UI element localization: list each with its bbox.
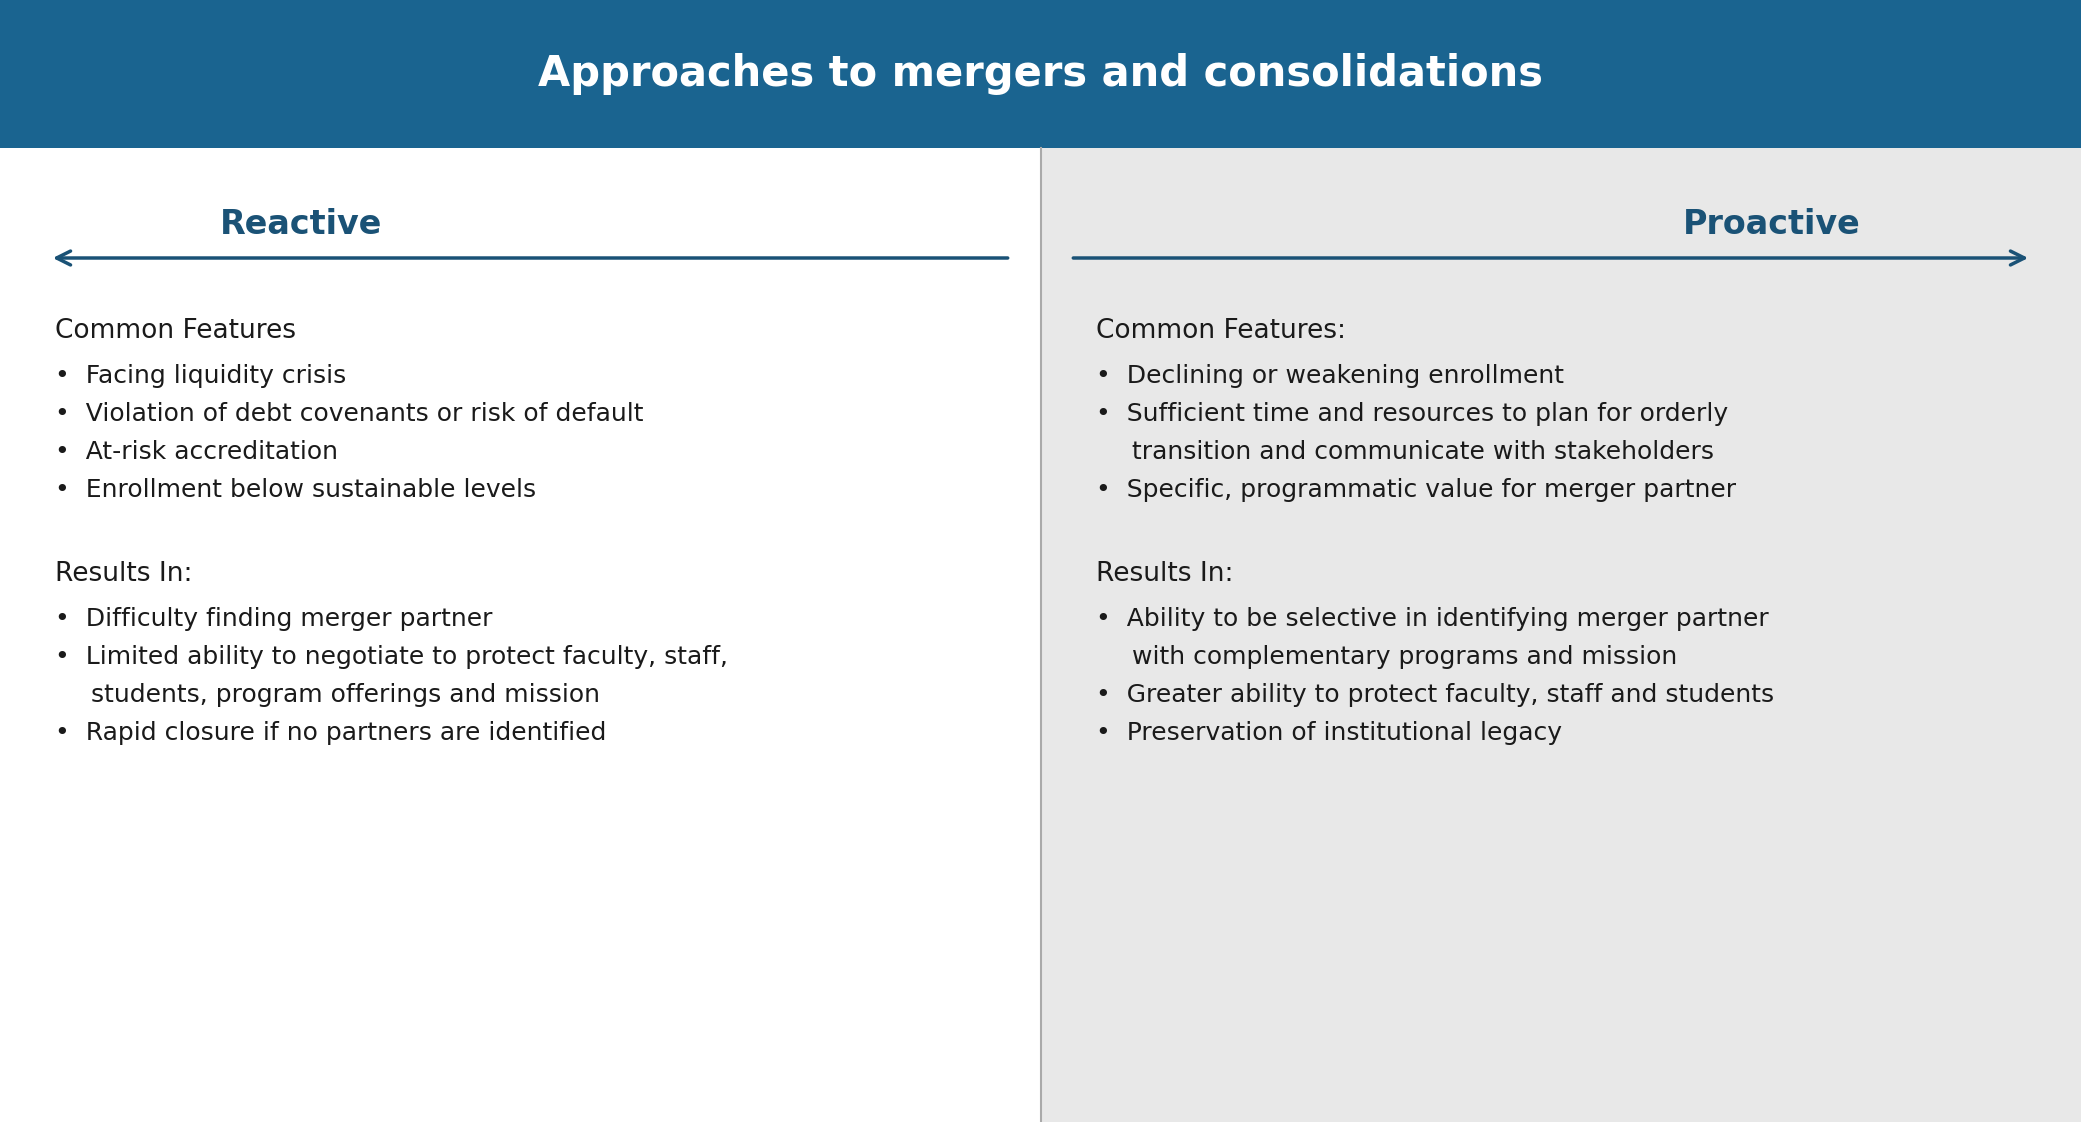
Text: •  Specific, programmatic value for merger partner: • Specific, programmatic value for merge…	[1095, 478, 1736, 502]
Text: •  Sufficient time and resources to plan for orderly: • Sufficient time and resources to plan …	[1095, 402, 1727, 426]
Text: •  Preservation of institutional legacy: • Preservation of institutional legacy	[1095, 721, 1561, 745]
Text: •  Difficulty finding merger partner: • Difficulty finding merger partner	[54, 607, 493, 631]
Text: transition and communicate with stakeholders: transition and communicate with stakehol…	[1132, 440, 1713, 465]
Text: Approaches to mergers and consolidations: Approaches to mergers and consolidations	[539, 53, 1542, 95]
Text: •  At-risk accreditation: • At-risk accreditation	[54, 440, 337, 465]
Text: Reactive: Reactive	[221, 208, 383, 241]
Text: with complementary programs and mission: with complementary programs and mission	[1132, 645, 1677, 669]
Text: •  Violation of debt covenants or risk of default: • Violation of debt covenants or risk of…	[54, 402, 643, 426]
Text: •  Enrollment below sustainable levels: • Enrollment below sustainable levels	[54, 478, 537, 502]
Text: Results In:: Results In:	[54, 561, 194, 587]
Text: •  Ability to be selective in identifying merger partner: • Ability to be selective in identifying…	[1095, 607, 1769, 631]
Text: •  Limited ability to negotiate to protect faculty, staff,: • Limited ability to negotiate to protec…	[54, 645, 728, 669]
Text: students, program offerings and mission: students, program offerings and mission	[92, 683, 599, 707]
Bar	[0, 0, 2081, 148]
Text: •  Rapid closure if no partners are identified: • Rapid closure if no partners are ident…	[54, 721, 606, 745]
Text: Proactive: Proactive	[1684, 208, 1860, 241]
Text: •  Declining or weakening enrollment: • Declining or weakening enrollment	[1095, 364, 1563, 388]
Text: Common Features:: Common Features:	[1095, 318, 1346, 344]
Text: Common Features: Common Features	[54, 318, 296, 344]
Text: Results In:: Results In:	[1095, 561, 1234, 587]
Text: •  Facing liquidity crisis: • Facing liquidity crisis	[54, 364, 345, 388]
Bar	[1040, 148, 2081, 1122]
Text: •  Greater ability to protect faculty, staff and students: • Greater ability to protect faculty, st…	[1095, 683, 1773, 707]
